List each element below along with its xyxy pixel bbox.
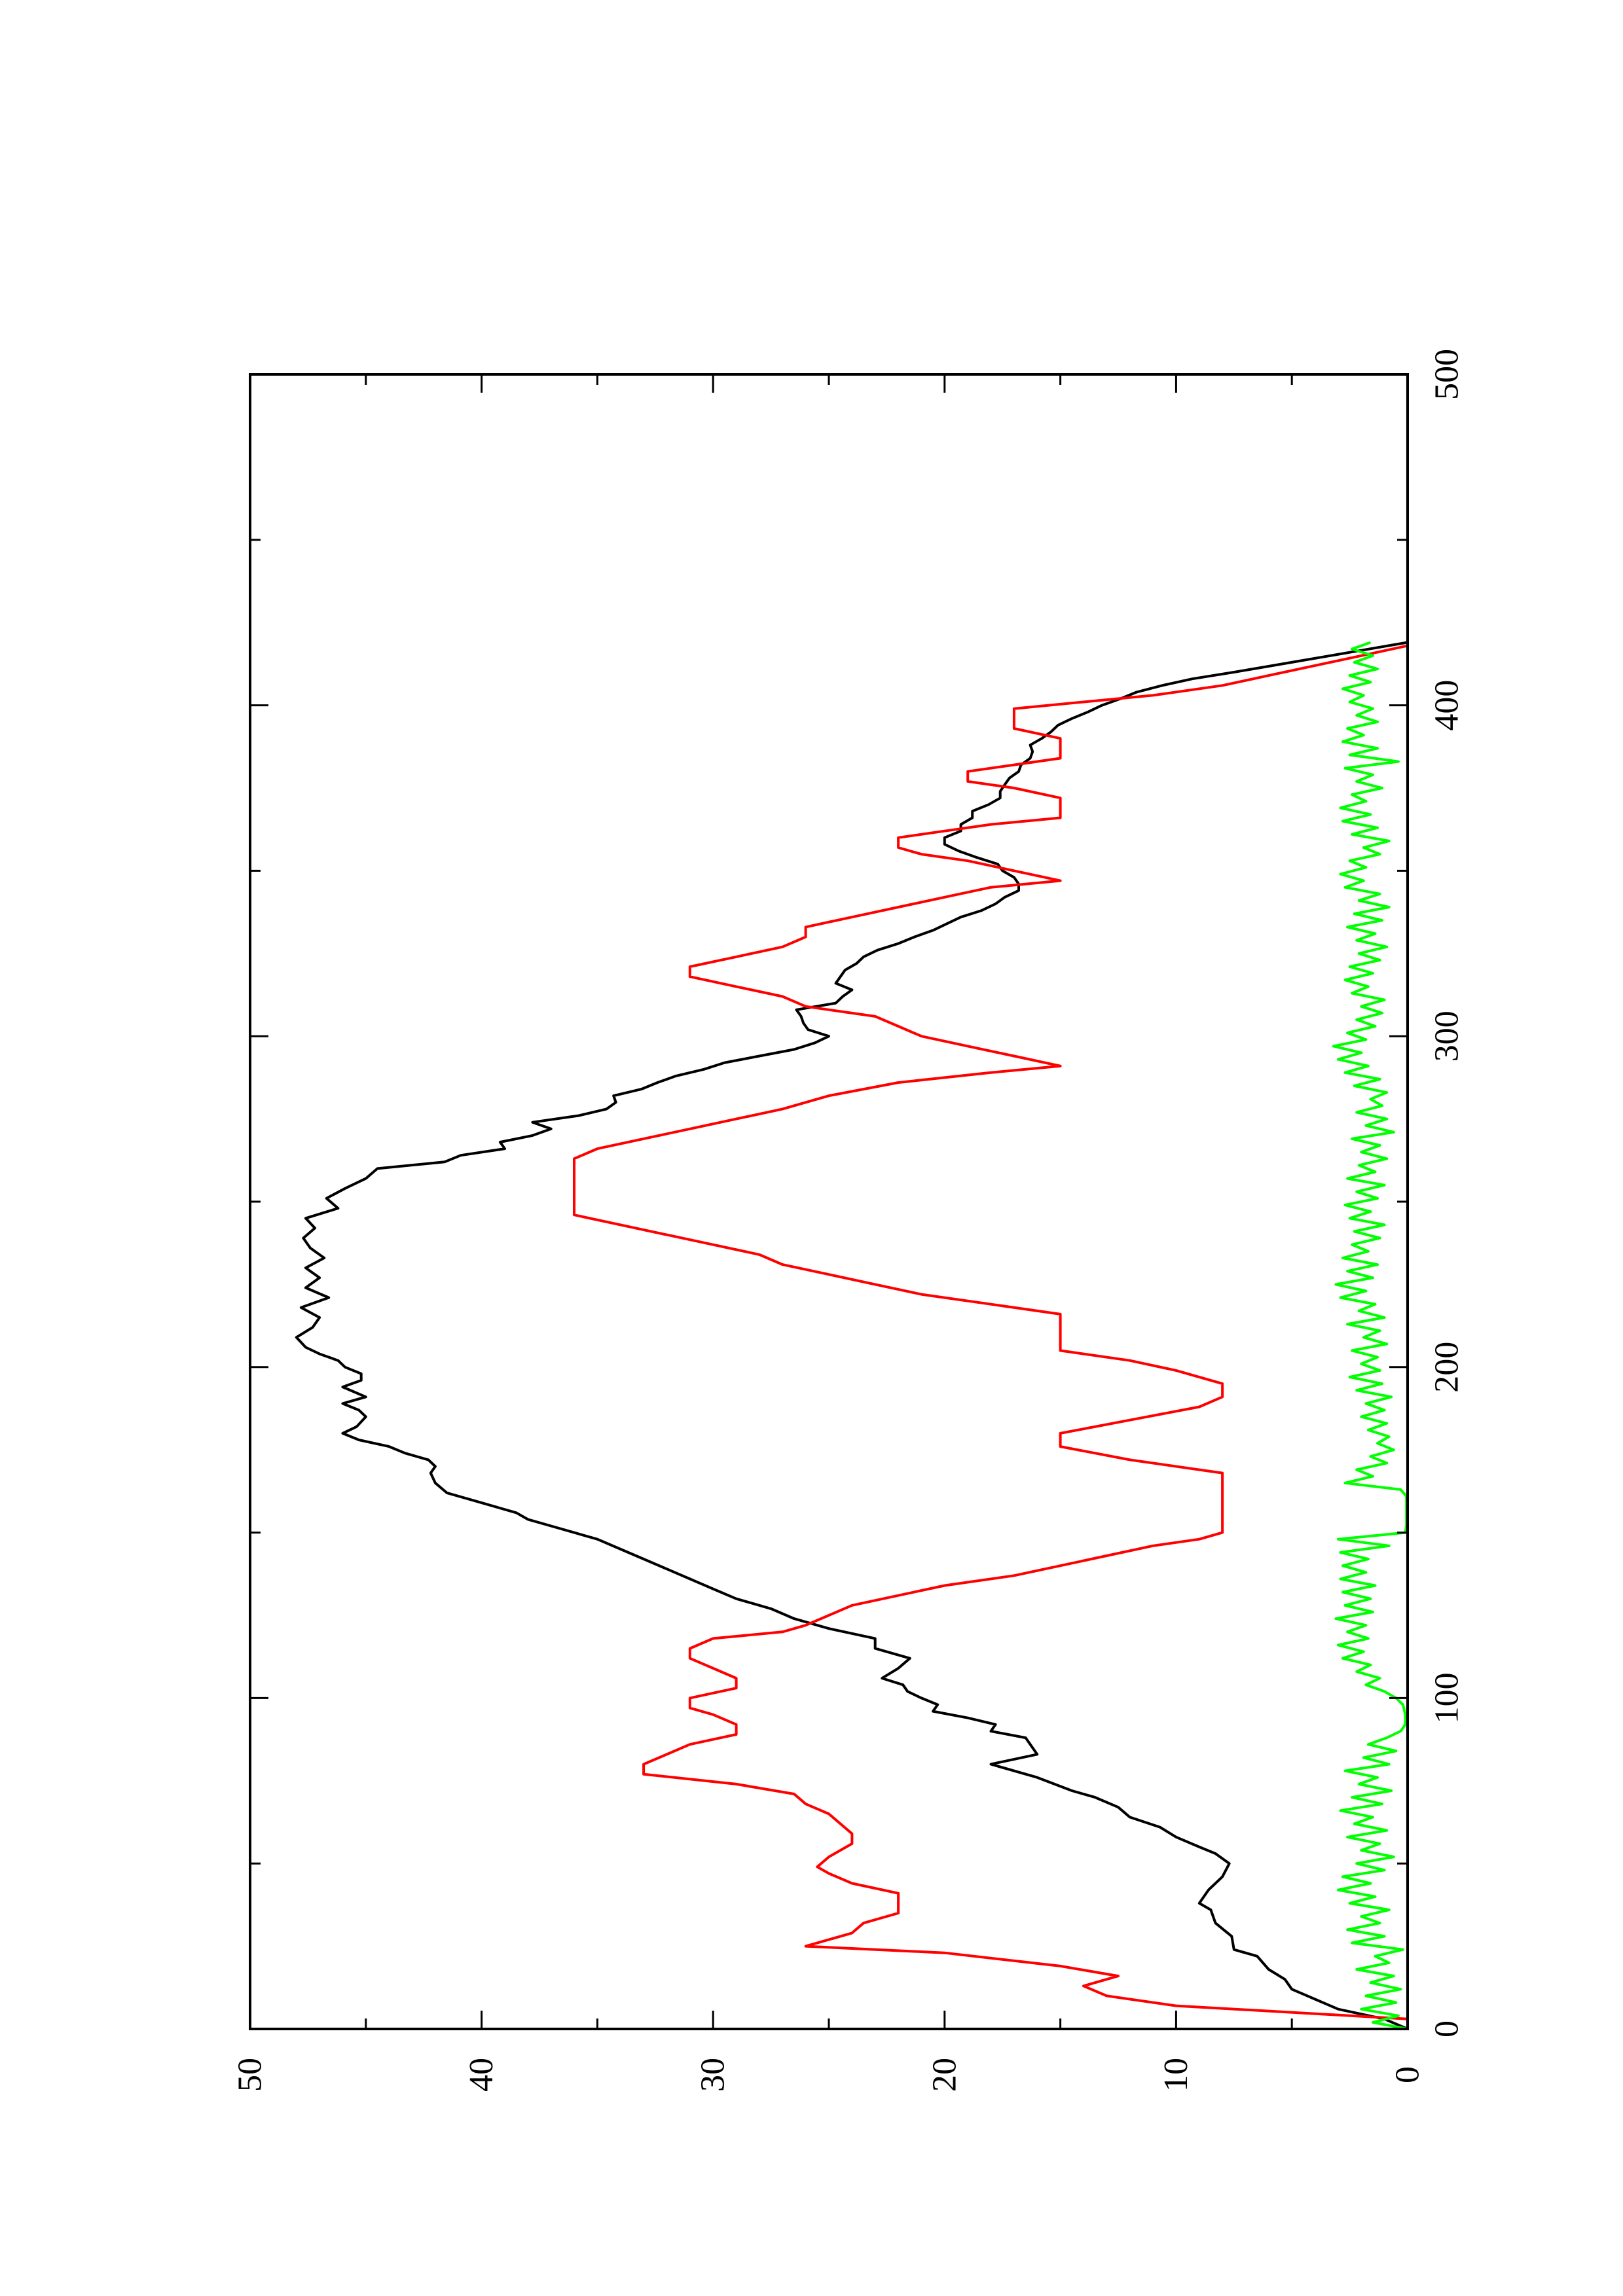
y-tick-label: 50 [232,2058,269,2092]
x-tick-label: 100 [1429,1672,1466,1723]
y-tick-label: 10 [1158,2058,1195,2092]
x-tick-label: 500 [1429,349,1466,400]
y-tick-label: 20 [926,2058,963,2092]
series-layer [295,641,1409,2030]
series-line-1 [295,641,1408,2030]
plot-frame [249,373,1409,2030]
x-tick-label: 300 [1429,1011,1466,1062]
y-tick-label: 40 [463,2058,500,2092]
y-tick-label: 0 [1389,2066,1427,2083]
series-line-2 [573,644,1409,2029]
x-tick-label: 400 [1429,680,1466,731]
y-tick-label: 30 [695,2058,732,2092]
x-tick-label: 0 [1429,2020,1466,2037]
x-tick-label: 200 [1429,1342,1466,1393]
series-line-3 [1332,641,1408,2030]
tick-labels: 0 100 200 300 400 500 0 10 20 30 40 50 [232,349,1466,2092]
